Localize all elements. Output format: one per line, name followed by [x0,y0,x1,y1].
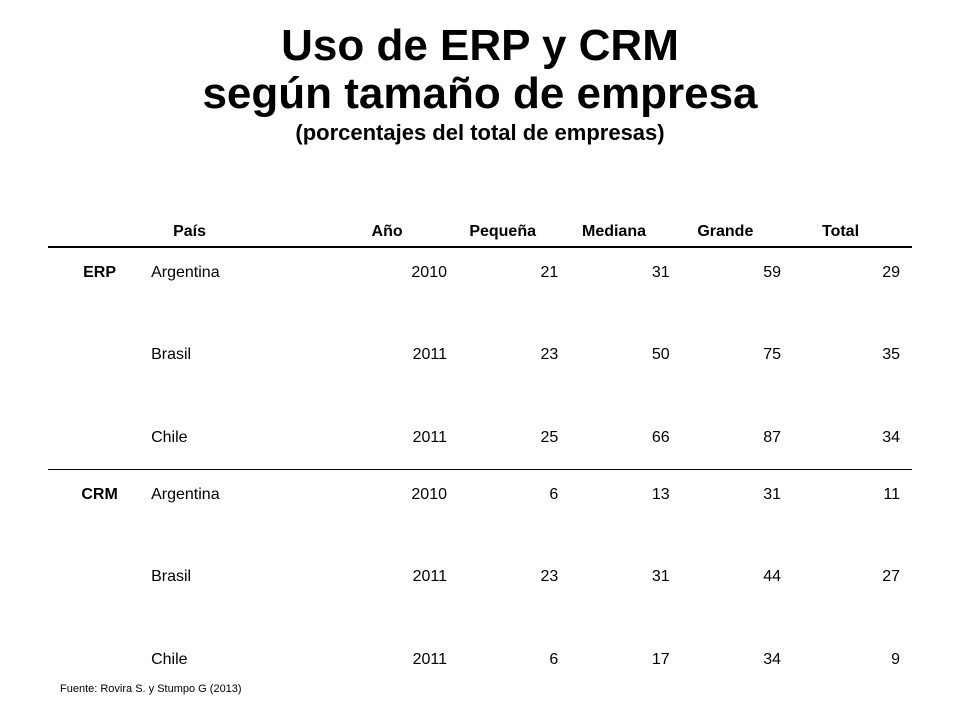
group-label-empty [48,552,151,635]
cell-small: 25 [446,413,559,470]
cell-small: 23 [540,568,559,585]
group-label-empty [48,330,151,413]
cell-country: Brasil [151,568,192,585]
page-subtitle: (porcentajes del total de empresas) [295,120,665,145]
cell-year: 2010 [411,264,447,281]
usage-table: País Año Pequeña Mediana Grande Total ER… [48,218,912,691]
cell-total: 29 [882,264,900,281]
page-title-line-1: Uso de ERP y CRM [281,21,679,70]
header-large: Grande [669,218,782,248]
group-label-erp: ERP [83,264,116,281]
cell-medium: 50 [651,346,670,363]
header-small: Pequeña [446,218,559,248]
table-row: Brasil 2011 23 31 44 27 [48,552,912,635]
cell-country: Chile [151,413,288,470]
cell-large: 31 [763,485,782,503]
header-medium: Mediana [558,218,670,248]
table-header-row: País Año Pequeña Mediana Grande Total [48,218,912,248]
cell-year: 2011 [287,413,447,470]
cell-medium: 31 [651,264,670,281]
cell-year: 2011 [412,346,447,363]
cell-medium: 31 [651,568,670,585]
cell-total: 27 [882,568,900,585]
group-label-crm: CRM [81,485,118,503]
cell-small: 23 [540,346,559,363]
header-group [48,218,152,248]
cell-country: Argentina [151,485,220,503]
cell-large: 87 [669,413,782,470]
cell-country: Chile [151,651,188,668]
header-total: Total [781,218,912,248]
cell-total: 35 [882,346,900,363]
cell-medium: 17 [651,651,670,668]
cell-total: 11 [883,485,900,503]
cell-total: 9 [891,651,900,668]
table-row: Chile 2011 25 66 87 34 [48,413,912,470]
page-title-line-2: según tamaño de empresa [202,69,758,118]
group-label-empty [48,413,152,470]
cell-large: 44 [763,568,782,585]
cell-country: Brasil [151,346,192,363]
cell-total: 34 [781,413,912,470]
cell-large: 75 [763,346,782,363]
table-row: ERP Argentina 2010 21 31 59 29 [48,247,912,330]
cell-year: 2011 [412,568,447,585]
cell-medium: 66 [558,413,670,470]
source-note: Fuente: Rovira S. y Stumpo G (2013) [60,683,242,695]
table-row: CRM Argentina 2010 6 13 31 11 [48,469,912,552]
cell-small: 6 [549,651,559,668]
cell-small: 6 [549,485,559,503]
cell-large: 59 [763,264,782,281]
cell-country: Argentina [151,264,220,281]
title-block: Uso de ERP y CRM según tamaño de empresa… [0,22,960,146]
table-row: Chile 2011 6 17 34 9 [48,635,912,691]
header-country: País [151,218,288,248]
header-year: Año [287,218,447,248]
cell-year: 2011 [412,651,447,668]
cell-small: 21 [540,264,559,281]
cell-year: 2010 [411,485,447,503]
table-row: Brasil 2011 23 50 75 35 [48,330,912,413]
cell-medium: 13 [651,485,670,503]
cell-large: 34 [763,651,782,668]
